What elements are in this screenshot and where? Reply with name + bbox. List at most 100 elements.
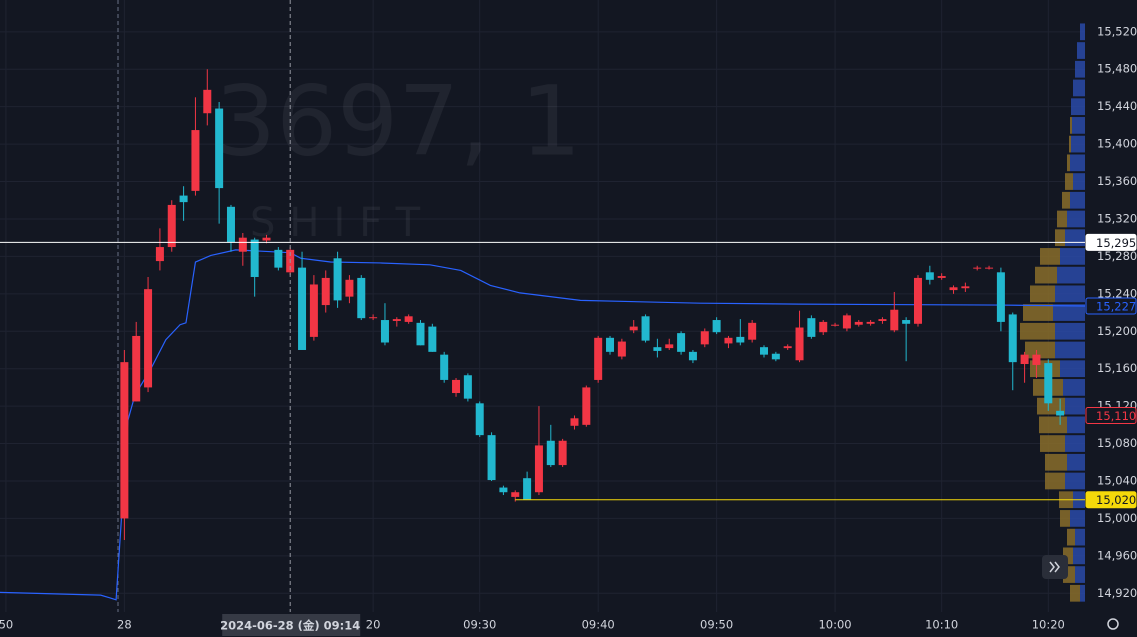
candle-body bbox=[511, 492, 520, 497]
y-tick-label: 15,160 bbox=[1097, 361, 1137, 375]
candle-body bbox=[546, 440, 555, 466]
candle-body bbox=[996, 272, 1005, 322]
candle-body bbox=[369, 317, 378, 319]
candle-body bbox=[167, 204, 176, 248]
profile-buy bbox=[1080, 23, 1085, 41]
profile-sell bbox=[1025, 341, 1055, 359]
profile-sell bbox=[1057, 210, 1067, 228]
profile-sell bbox=[1060, 510, 1070, 527]
profile-buy bbox=[1071, 98, 1085, 116]
profile-buy bbox=[1075, 566, 1085, 583]
profile-buy bbox=[1055, 341, 1085, 359]
candle-body bbox=[203, 89, 212, 114]
profile-buy bbox=[1055, 322, 1085, 340]
candle-body bbox=[760, 347, 769, 355]
x-tick-label: 50 bbox=[0, 618, 13, 632]
candle-body bbox=[558, 440, 567, 466]
candle-body bbox=[795, 327, 804, 361]
y-tick-label: 14,960 bbox=[1097, 548, 1137, 562]
profile-sell bbox=[1035, 266, 1057, 284]
candle-body bbox=[440, 354, 449, 380]
candle-body bbox=[1032, 354, 1041, 365]
candle-body bbox=[179, 195, 188, 203]
profile-sell bbox=[1023, 304, 1053, 321]
profile-buy bbox=[1080, 584, 1085, 602]
candle-body bbox=[416, 322, 425, 346]
candle-body bbox=[771, 353, 780, 360]
candle-body bbox=[807, 318, 816, 337]
profile-buy bbox=[1055, 285, 1085, 303]
candle-body bbox=[831, 324, 840, 326]
candle-body bbox=[937, 276, 946, 278]
candle-body bbox=[523, 478, 532, 500]
candle-body bbox=[961, 286, 970, 289]
candle-body bbox=[452, 379, 461, 394]
price-label-box bbox=[1085, 406, 1137, 424]
profile-sell bbox=[1067, 154, 1070, 172]
crosshair-label: 2024-06-28 (金) 09:14 bbox=[220, 619, 360, 633]
profile-buy bbox=[1057, 266, 1085, 284]
price-label: 15,227 bbox=[1096, 300, 1136, 314]
profile-buy bbox=[1077, 42, 1085, 59]
candle-body bbox=[902, 320, 911, 324]
profile-buy bbox=[1071, 135, 1085, 153]
profile-sell bbox=[1040, 435, 1065, 452]
x-tick-label: 20 bbox=[366, 618, 381, 632]
price-label-box bbox=[1085, 233, 1137, 251]
candle-body bbox=[132, 335, 141, 402]
candle-body bbox=[475, 403, 484, 436]
candle-body bbox=[144, 289, 153, 388]
watermark: 3697, 1 bbox=[215, 65, 581, 177]
settings-button[interactable] bbox=[1107, 618, 1119, 630]
y-tick-label: 15,440 bbox=[1097, 99, 1137, 113]
y-tick-label: 15,320 bbox=[1097, 211, 1137, 225]
candle-body bbox=[712, 320, 721, 333]
profile-buy bbox=[1067, 210, 1085, 228]
x-tick-label: 28 bbox=[117, 618, 132, 632]
profile-buy bbox=[1053, 304, 1085, 321]
candle-body bbox=[345, 279, 354, 297]
scroll-button[interactable] bbox=[1042, 555, 1068, 579]
x-tick-label: 10:10 bbox=[925, 618, 958, 632]
candle-body bbox=[499, 487, 508, 493]
profile-sell bbox=[1065, 173, 1073, 190]
price-label-box bbox=[1085, 491, 1137, 509]
candle-body bbox=[925, 272, 934, 280]
profile-buy bbox=[1067, 453, 1085, 471]
profile-sell bbox=[1040, 248, 1060, 265]
crosshair-label-box bbox=[222, 614, 361, 636]
y-tick-label: 15,360 bbox=[1097, 174, 1137, 188]
price-label: 15,295 bbox=[1096, 236, 1136, 250]
x-tick-label: 09:30 bbox=[463, 618, 496, 632]
candle-body bbox=[404, 316, 413, 322]
candle-body bbox=[226, 206, 235, 243]
profile-sell bbox=[1062, 191, 1070, 209]
settings-icon[interactable] bbox=[1107, 618, 1119, 630]
candle-body bbox=[866, 321, 875, 324]
candle-body bbox=[1020, 354, 1029, 365]
profile-buy bbox=[1070, 191, 1085, 209]
candle-body bbox=[688, 351, 697, 361]
y-tick-label: 15,280 bbox=[1097, 249, 1137, 263]
candle-body bbox=[665, 344, 674, 349]
profile-sell bbox=[1045, 472, 1065, 490]
profile-buy bbox=[1065, 229, 1085, 247]
candle-body bbox=[700, 331, 709, 345]
candle-body bbox=[262, 237, 271, 241]
price-label-box bbox=[1085, 297, 1137, 315]
candle-body bbox=[617, 341, 626, 357]
candle-body bbox=[463, 375, 472, 399]
candle-body bbox=[309, 284, 318, 337]
candle-body bbox=[321, 277, 330, 306]
candle-body bbox=[949, 287, 958, 291]
profile-buy bbox=[1075, 528, 1085, 546]
profile-buy bbox=[1065, 397, 1085, 415]
profile-sell bbox=[1039, 416, 1067, 434]
y-tick-label: 14,920 bbox=[1097, 586, 1137, 600]
scroll-icon[interactable] bbox=[1049, 561, 1060, 573]
scroll-button-bg[interactable] bbox=[1042, 555, 1068, 579]
profile-buy bbox=[1060, 360, 1085, 378]
